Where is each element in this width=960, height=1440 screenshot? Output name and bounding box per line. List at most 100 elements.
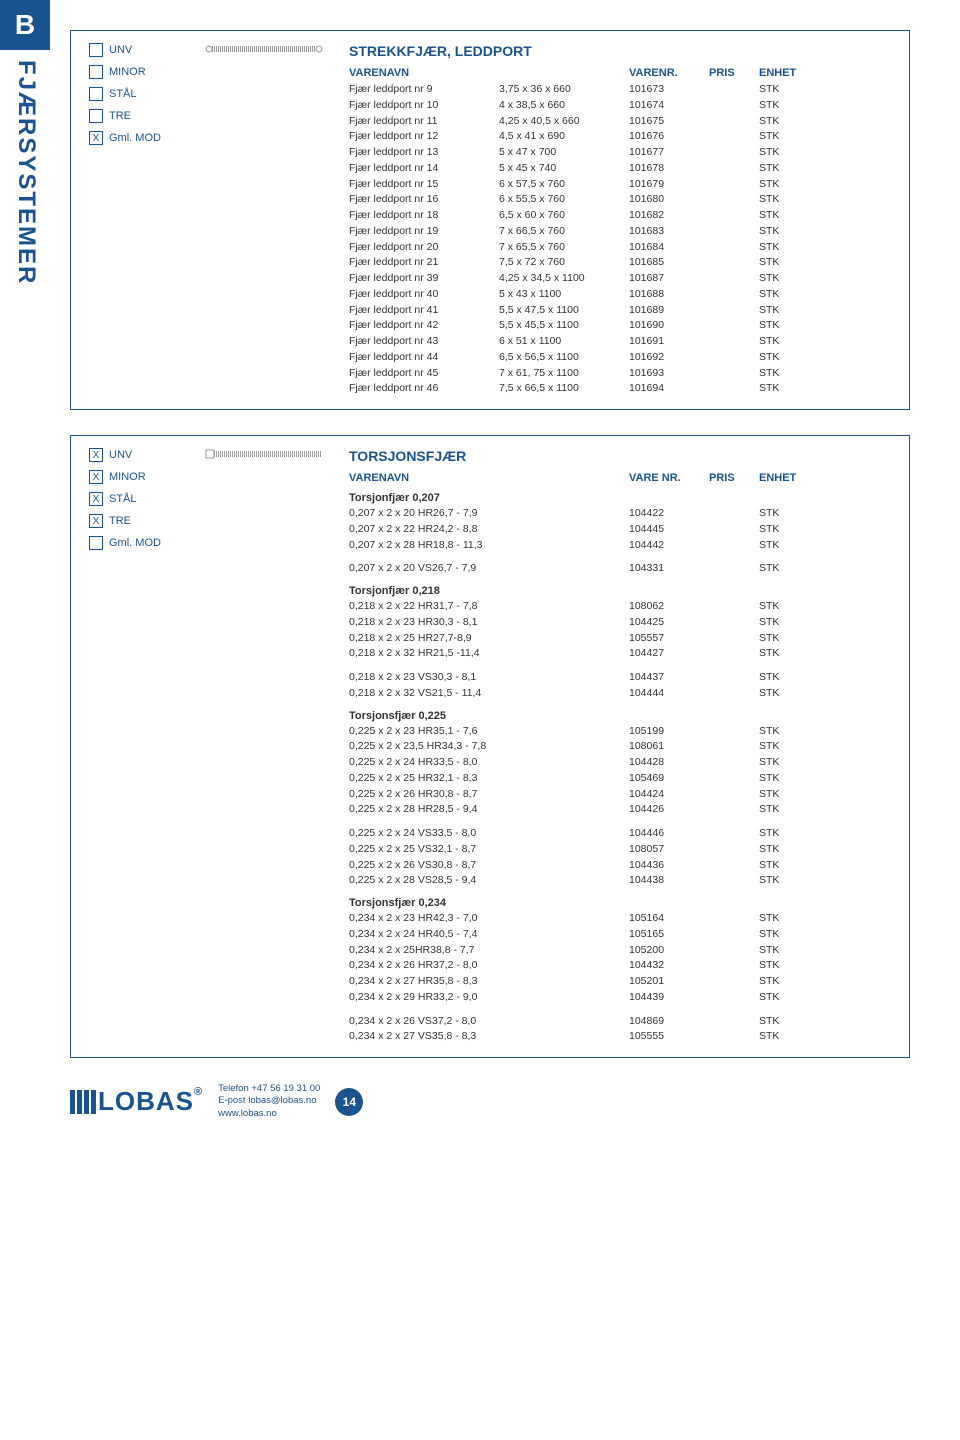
col-header: ENHET [759,67,819,79]
checkbox-item: TRE [89,109,179,123]
table-row: 0,218 x 2 x 22 HR31,7 - 7,8108062STK [349,599,891,615]
table-row: 0,225 x 2 x 26 HR30,8 - 8,7104424STK [349,787,891,803]
checkbox: X [89,492,103,506]
table-row: Fjær leddport nr 446,5 x 56,5 x 11001016… [349,350,891,366]
table-row: 0,218 x 2 x 23 HR30,3 - 8,1104425STK [349,615,891,631]
table-row: 0,225 x 2 x 25 VS32,1 - 8,7108057STK [349,842,891,858]
col-header: PRIS [709,67,759,79]
table-row: 0,225 x 2 x 24 VS33,5 - 8,0104446STK [349,826,891,842]
table-row: Fjær leddport nr 166 x 55,5 x 760101680S… [349,192,891,208]
table-row: 0,218 x 2 x 32 VS21,5 - 11,4104444STK [349,686,891,702]
table-row: Fjær leddport nr 156 x 57,5 x 760101679S… [349,177,891,193]
checkbox-item: X Gml. MOD [89,131,179,145]
section-2: X UNV X MINOR X STÅL X TRE Gml. MOD TORSJONSFJÆR… [70,435,910,1058]
subgroup-title: Torsjonfjær 0,207 [349,492,891,504]
table-row: 0,225 x 2 x 23,5 HR34,3 - 7,8108061STK [349,739,891,755]
table-row: 0,234 x 2 x 26 HR37,2 - 8,0104432STK [349,958,891,974]
subgroup-title: Torsjonfjær 0,218 [349,585,891,597]
checkbox: X [89,448,103,462]
col-header [499,67,629,79]
logo: LOBAS® [70,1086,203,1117]
checkbox-label: Gml. MOD [109,132,161,144]
table-row: Fjær leddport nr 114,25 x 40,5 x 6601016… [349,114,891,130]
page-number: 14 [335,1088,363,1116]
col-header: VARENAVN [349,472,499,484]
col-header: ENHET [759,472,819,484]
table-row: 0,225 x 2 x 23 HR35,1 - 7,6105199STK [349,724,891,740]
col-header: VARENAVN [349,67,499,79]
contact-info: Telefon +47 56 19 31 00 E-post lobas@lob… [218,1083,320,1120]
checkbox-item: UNV [89,43,179,57]
section-title: TORSJONSFJÆR [349,448,891,464]
checkbox [89,109,103,123]
table-row: 0,234 x 2 x 24 HR40,5 - 7,4105165STK [349,927,891,943]
checkbox-label: MINOR [109,471,146,483]
checkbox-item: Gml. MOD [89,536,179,550]
section-badge: B [0,0,50,50]
table-row: 0,225 x 2 x 24 HR33,5 - 8,0104428STK [349,755,891,771]
table-row: 0,234 x 2 x 23 HR42,3 - 7,0105164STK [349,911,891,927]
table-row: Fjær leddport nr 457 x 61, 75 x 11001016… [349,366,891,382]
table-row: Fjær leddport nr 186,5 x 60 x 760101682S… [349,208,891,224]
table-row: Fjær leddport nr 124,5 x 41 x 690101676S… [349,129,891,145]
checkbox-label: TRE [109,110,131,122]
col-header: VARENR. [629,67,709,79]
table-row: 0,207 x 2 x 20 HR26,7 - 7,9104422STK [349,506,891,522]
table-row: Fjær leddport nr 415,5 x 47,5 x 11001016… [349,303,891,319]
table-row: Fjær leddport nr 467,5 x 66,5 x 11001016… [349,381,891,397]
table-row: 0,218 x 2 x 32 HR21,5 -11,4104427STK [349,646,891,662]
checkbox-label: UNV [109,449,132,461]
table-row: 0,225 x 2 x 28 VS28,5 - 9,4104438STK [349,873,891,889]
spring-icon [204,43,324,397]
table-row: 0,225 x 2 x 28 HR28,5 - 9,4104426STK [349,802,891,818]
col-header: PRIS [709,472,759,484]
col-header [499,472,629,484]
checkbox [89,87,103,101]
checkbox-label: STÅL [109,88,137,100]
checkbox-item: STÅL [89,87,179,101]
table-row: Fjær leddport nr 135 x 47 x 700101677STK [349,145,891,161]
table-row: 0,234 x 2 x 27 HR35,8 - 8,3105201STK [349,974,891,990]
table-row: 0,225 x 2 x 26 VS30,8 - 8,7104436STK [349,858,891,874]
checkbox-label: TRE [109,515,131,527]
checkbox-item: MINOR [89,65,179,79]
checkbox-item: X UNV [89,448,179,462]
table-row: 0,234 x 2 x 25HR38,8 - 7,7105200STK [349,943,891,959]
subgroup-title: Torsjonsfjær 0,225 [349,710,891,722]
table-row: Fjær leddport nr 405 x 43 x 1100101688ST… [349,287,891,303]
sidebar-title: FJÆRSYSTEMER [12,60,40,285]
checkbox: X [89,470,103,484]
section-title: STREKKFJÆR, LEDDPORT [349,43,891,59]
checkbox-item: X TRE [89,514,179,528]
table-row: Fjær leddport nr 104 x 38,5 x 660101674S… [349,98,891,114]
footer: LOBAS® Telefon +47 56 19 31 00 E-post lo… [70,1083,910,1120]
subgroup-title: Torsjonsfjær 0,234 [349,897,891,909]
checkbox [89,536,103,550]
table-row: 0,234 x 2 x 29 HR33,2 - 9,0104439STK [349,990,891,1006]
section-1: UNV MINOR STÅL TRE X Gml. MOD STREKKFJÆR, LED… [70,30,910,410]
table-row: Fjær leddport nr 217,5 x 72 x 760101685S… [349,255,891,271]
table-row: 0,218 x 2 x 25 HR27,7-8,9105557STK [349,631,891,647]
table-row: Fjær leddport nr 145 x 45 x 740101678STK [349,161,891,177]
checkbox-label: MINOR [109,66,146,78]
checkbox-item: X MINOR [89,470,179,484]
table-row: 0,207 x 2 x 20 VS26,7 - 7,9104331STK [349,561,891,577]
spring-icon [204,448,324,1045]
table-row: Fjær leddport nr 207 x 65,5 x 760101684S… [349,240,891,256]
col-header: VARE NR. [629,472,709,484]
table-row: Fjær leddport nr 436 x 51 x 1100101691ST… [349,334,891,350]
table-row: 0,207 x 2 x 22 HR24,2 - 8,8104445STK [349,522,891,538]
checkbox [89,43,103,57]
checkbox-item: X STÅL [89,492,179,506]
table-row: 0,207 x 2 x 28 HR18,8 - 11,3104442STK [349,538,891,554]
checkbox [89,65,103,79]
checkbox: X [89,514,103,528]
table-row: Fjær leddport nr 425,5 x 45,5 x 11001016… [349,318,891,334]
table-row: Fjær leddport nr 394,25 x 34,5 x 1100101… [349,271,891,287]
checkbox-label: STÅL [109,493,137,505]
checkbox-label: UNV [109,44,132,56]
table-row: 0,218 x 2 x 23 VS30,3 - 8,1104437STK [349,670,891,686]
table-row: 0,234 x 2 x 26 VS37,2 - 8,0104869STK [349,1014,891,1030]
table-row: Fjær leddport nr 197 x 66,5 x 760101683S… [349,224,891,240]
checkbox: X [89,131,103,145]
